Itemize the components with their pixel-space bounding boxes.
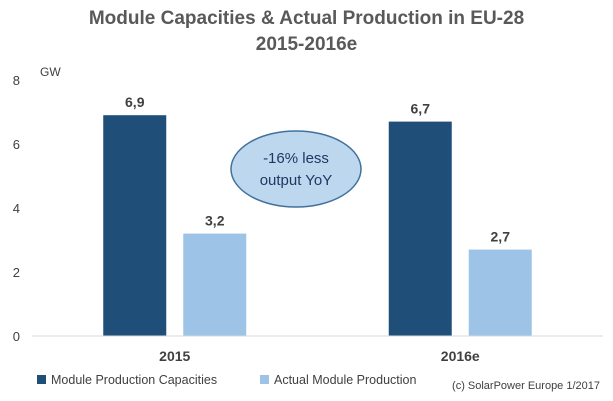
data-labels-layer: 6,9 3,2 6,7 2,7 — [125, 94, 510, 244]
y-tick-label: 2 — [13, 265, 20, 280]
bar-capacity-2015 — [103, 115, 167, 336]
y-tick-label: 6 — [13, 137, 20, 152]
data-label: 2,7 — [491, 229, 511, 245]
y-axis: 0 2 4 6 8 GW — [13, 65, 62, 344]
legend-swatch-production — [260, 375, 269, 384]
legend-label: Module Production Capacities — [51, 373, 217, 387]
y-tick-label: 4 — [13, 201, 20, 216]
callout-ellipse — [230, 130, 362, 208]
data-label: 6,7 — [411, 101, 431, 117]
y-axis-unit-label: GW — [40, 65, 61, 79]
y-tick-label: 0 — [13, 329, 20, 344]
bar-capacity-2016e — [388, 121, 452, 336]
annotation-callout: -16% less output YoY — [230, 130, 362, 208]
source-note: (c) SolarPower Europe 1/2017 — [452, 380, 600, 392]
legend-label: Actual Module Production — [274, 373, 416, 387]
bars-layer — [103, 115, 532, 336]
x-tick-label: 2015 — [159, 348, 190, 364]
data-label: 3,2 — [205, 213, 225, 229]
chart-title: Module Capacities & Actual Production in… — [88, 8, 525, 29]
callout-text: output YoY — [260, 172, 333, 189]
x-tick-label: 2016e — [441, 348, 480, 364]
chart-subtitle: 2015-2016e — [255, 34, 358, 55]
callout-text: -16% less — [263, 150, 329, 167]
bar-production-2015 — [183, 233, 247, 336]
y-tick-label: 8 — [13, 73, 20, 88]
bar-production-2016e — [468, 249, 532, 336]
data-label: 6,9 — [125, 94, 145, 110]
legend-swatch-capacity — [37, 375, 46, 384]
legend: Module Production Capacities Actual Modul… — [37, 373, 416, 387]
x-axis: 2015 2016e — [32, 335, 603, 364]
